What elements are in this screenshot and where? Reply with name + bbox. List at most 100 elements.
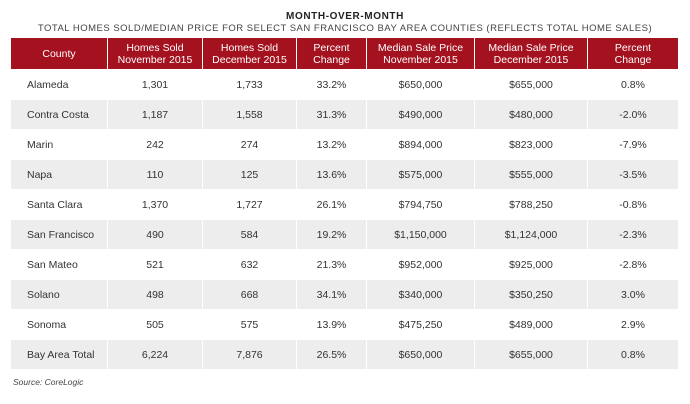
- value-cell: $490,000: [366, 99, 474, 129]
- home-sales-table: County Homes Sold November 2015 Homes Sold D…: [11, 38, 678, 369]
- column-header-line: December 2015: [212, 53, 287, 66]
- column-header-line: Change: [614, 53, 652, 66]
- value-cell: $655,000: [474, 339, 587, 369]
- column-header-line: November 2015: [383, 53, 458, 66]
- value-cell: $1,124,000: [474, 219, 587, 249]
- county-cell: Marin: [11, 129, 107, 159]
- value-cell: 6,224: [107, 339, 202, 369]
- county-cell: Napa: [11, 159, 107, 189]
- table-row: San Mateo 521 632 21.3% $952,000 $925,000 -2.8…: [11, 249, 678, 279]
- value-cell: -3.5%: [587, 159, 678, 189]
- value-cell: 1,727: [202, 189, 296, 219]
- value-cell: 26.1%: [296, 189, 366, 219]
- value-cell: $480,000: [474, 99, 587, 129]
- value-cell: 125: [202, 159, 296, 189]
- value-cell: 13.9%: [296, 309, 366, 339]
- county-cell: Sonoma: [11, 309, 107, 339]
- table-row: Sonoma 505 575 13.9% $475,250 $489,000 2.9%: [11, 309, 678, 339]
- column-header-line: Percent: [614, 41, 652, 54]
- value-cell: 1,187: [107, 99, 202, 129]
- table-row: San Francisco 490 584 19.2% $1,150,000 $1,124…: [11, 219, 678, 249]
- value-cell: 110: [107, 159, 202, 189]
- table-body: Alameda 1,301 1,733 33.2% $650,000 $655,000 0.…: [11, 69, 678, 369]
- column-header-line: Median Sale Price: [377, 41, 464, 54]
- table-title: MONTH-OVER-MONTH: [286, 11, 404, 22]
- value-cell: 21.3%: [296, 249, 366, 279]
- value-cell: $894,000: [366, 129, 474, 159]
- table-row: Santa Clara 1,370 1,727 26.1% $794,750 $788,2…: [11, 189, 678, 219]
- county-cell: Alameda: [11, 69, 107, 99]
- table-subtitle: TOTAL HOMES SOLD/MEDIAN PRICE FOR SELECT…: [37, 23, 653, 34]
- column-header-line: Change: [313, 53, 350, 66]
- value-cell: -2.8%: [587, 249, 678, 279]
- value-cell: $489,000: [474, 309, 587, 339]
- value-cell: 632: [202, 249, 296, 279]
- value-cell: $555,000: [474, 159, 587, 189]
- value-cell: 13.2%: [296, 129, 366, 159]
- column-header: Median Sale Price November 2015: [366, 38, 474, 69]
- table-row: Marin 242 274 13.2% $894,000 $823,000 -7.9%: [11, 129, 678, 159]
- value-cell: 26.5%: [296, 339, 366, 369]
- value-cell: $340,000: [366, 279, 474, 309]
- column-header-line: December 2015: [493, 53, 569, 66]
- value-cell: 505: [107, 309, 202, 339]
- value-cell: 1,301: [107, 69, 202, 99]
- column-header: Percent Change: [587, 38, 678, 69]
- value-cell: 575: [202, 309, 296, 339]
- column-header-line: November 2015: [117, 53, 193, 66]
- value-cell: $925,000: [474, 249, 587, 279]
- column-header: Percent Change: [296, 38, 366, 69]
- table-row: Bay Area Total 6,224 7,876 26.5% $650,000 $65…: [11, 339, 678, 369]
- column-header-line: Homes Sold: [220, 41, 279, 54]
- value-cell: $794,750: [366, 189, 474, 219]
- value-cell: 490: [107, 219, 202, 249]
- value-cell: $575,000: [366, 159, 474, 189]
- value-cell: $1,150,000: [366, 219, 474, 249]
- column-header: Median Sale Price December 2015: [474, 38, 587, 69]
- value-cell: 3.0%: [587, 279, 678, 309]
- source-note: Source: CoreLogic: [13, 377, 84, 387]
- value-cell: -2.0%: [587, 99, 678, 129]
- column-header: Homes Sold December 2015: [202, 38, 296, 69]
- table-row: Napa 110 125 13.6% $575,000 $555,000 -3.5%: [11, 159, 678, 189]
- value-cell: 1,733: [202, 69, 296, 99]
- value-cell: 1,558: [202, 99, 296, 129]
- value-cell: $655,000: [474, 69, 587, 99]
- value-cell: 498: [107, 279, 202, 309]
- table-row: Contra Costa 1,187 1,558 31.3% $490,000 $480,…: [11, 99, 678, 129]
- county-cell: San Mateo: [11, 249, 107, 279]
- column-header-line: Percent: [313, 41, 350, 54]
- value-cell: -7.9%: [587, 129, 678, 159]
- value-cell: 0.8%: [587, 69, 678, 99]
- column-header-line: Median Sale Price: [488, 41, 574, 54]
- value-cell: 668: [202, 279, 296, 309]
- table-row: Alameda 1,301 1,733 33.2% $650,000 $655,000 0.…: [11, 69, 678, 99]
- value-cell: $788,250: [474, 189, 587, 219]
- value-cell: 34.1%: [296, 279, 366, 309]
- value-cell: $475,250: [366, 309, 474, 339]
- value-cell: -2.3%: [587, 219, 678, 249]
- county-cell: Contra Costa: [11, 99, 107, 129]
- value-cell: 13.6%: [296, 159, 366, 189]
- value-cell: 242: [107, 129, 202, 159]
- county-cell: Solano: [11, 279, 107, 309]
- county-cell: San Francisco: [11, 219, 107, 249]
- county-cell: Santa Clara: [11, 189, 107, 219]
- value-cell: $650,000: [366, 69, 474, 99]
- value-cell: 521: [107, 249, 202, 279]
- column-header: Homes Sold November 2015: [107, 38, 202, 69]
- column-header: County: [11, 38, 107, 69]
- value-cell: 2.9%: [587, 309, 678, 339]
- value-cell: 19.2%: [296, 219, 366, 249]
- column-header-line: Homes Sold: [126, 41, 184, 54]
- value-cell: 0.8%: [587, 339, 678, 369]
- county-cell: Bay Area Total: [11, 339, 107, 369]
- value-cell: 274: [202, 129, 296, 159]
- value-cell: $823,000: [474, 129, 587, 159]
- value-cell: 33.2%: [296, 69, 366, 99]
- column-header-line: County: [42, 47, 76, 60]
- value-cell: $650,000: [366, 339, 474, 369]
- value-cell: 1,370: [107, 189, 202, 219]
- value-cell: 584: [202, 219, 296, 249]
- table-row: Solano 498 668 34.1% $340,000 $350,250 3.0%: [11, 279, 678, 309]
